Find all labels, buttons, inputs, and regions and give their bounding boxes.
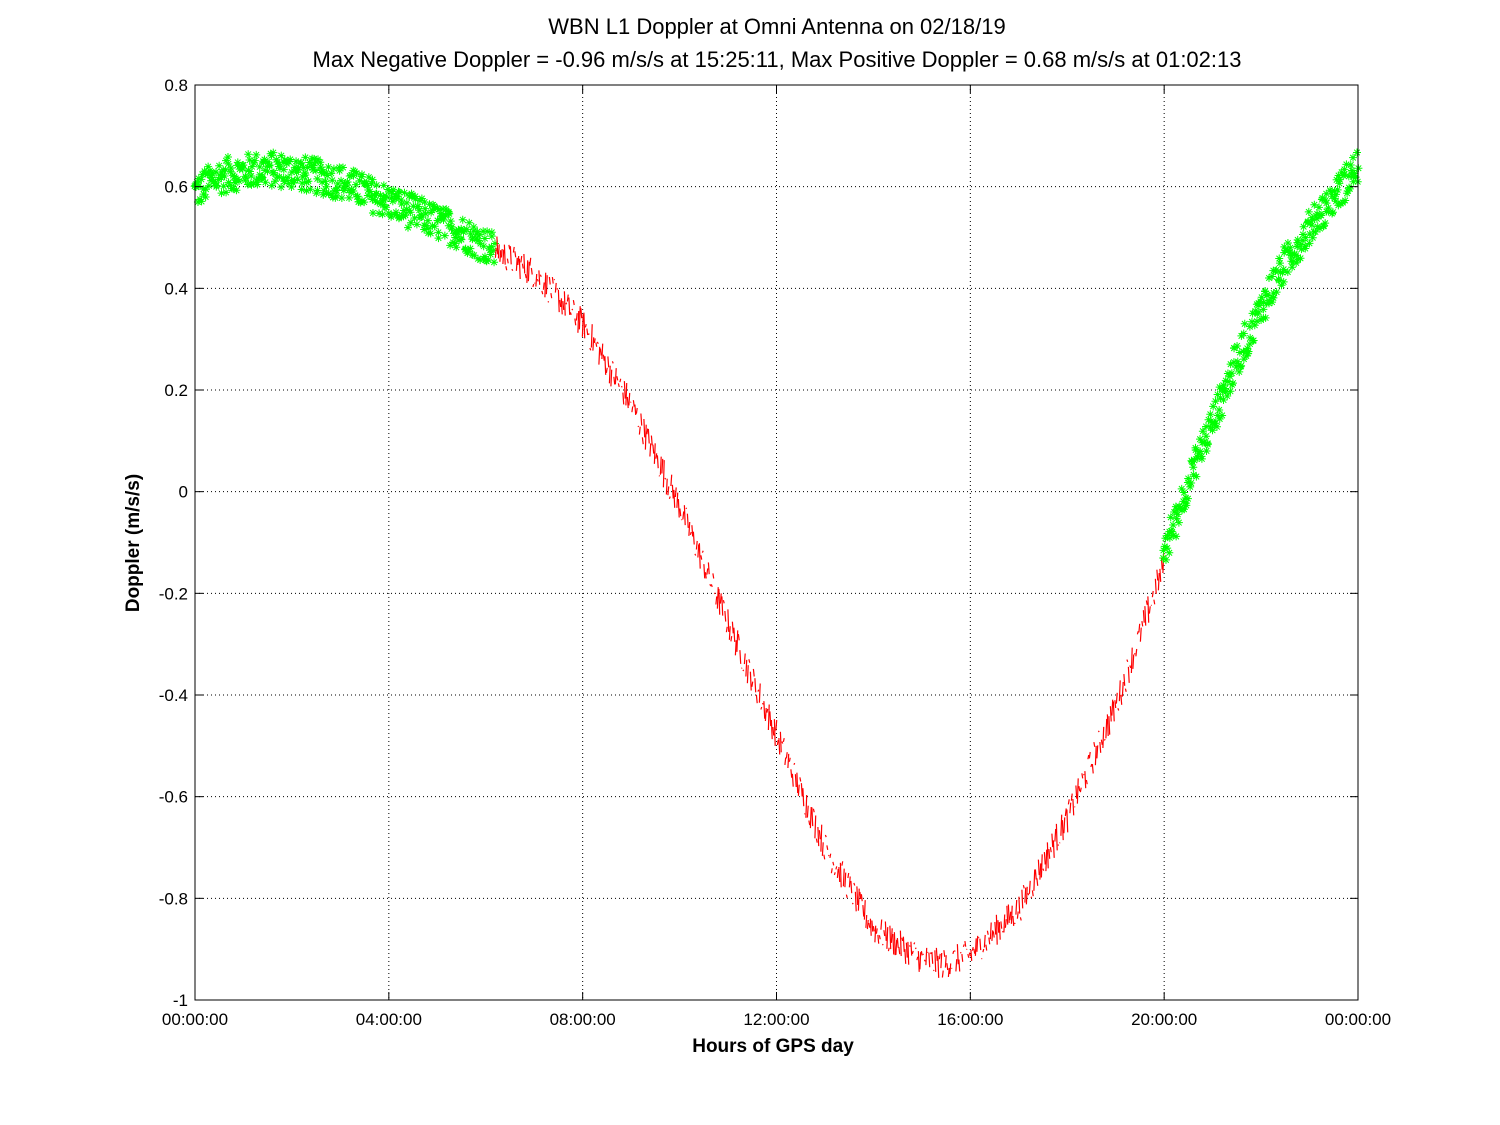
y-tick-label: 0.6 (164, 178, 188, 197)
series-2 (494, 236, 1165, 978)
x-tick-label: 08:00:00 (550, 1010, 616, 1029)
series-band (494, 236, 1165, 978)
y-tick-label: -0.2 (159, 584, 188, 603)
series-1 (190, 148, 499, 267)
y-tick-label: 0 (179, 483, 188, 502)
x-tick-label: 00:00:00 (162, 1010, 228, 1029)
x-tick-label: 04:00:00 (356, 1010, 422, 1029)
plot-frame (194, 84, 1359, 1001)
y-tick-label: -0.8 (159, 889, 188, 908)
y-tick-label: 0.4 (164, 279, 188, 298)
x-tick-label: 12:00:00 (743, 1010, 809, 1029)
chart-title: WBN L1 Doppler at Omni Antenna on 02/18/… (548, 14, 1005, 39)
series-3 (1159, 148, 1363, 564)
data-series (190, 148, 1363, 978)
y-tick-label: -0.6 (159, 788, 188, 807)
y-tick-label: 0.8 (164, 76, 188, 95)
axis-ticks: 00:00:00 04:00:00 08:00:00 12:00:00 16:00:00… (159, 76, 1391, 1029)
series-markers (190, 148, 499, 267)
series-markers (1159, 148, 1363, 564)
x-axis-label: Hours of GPS day (692, 1036, 854, 1057)
x-tick-label: 16:00:00 (937, 1010, 1003, 1029)
grid-lines (195, 85, 1358, 1000)
x-tick-label: 20:00:00 (1131, 1010, 1197, 1029)
x-tick-label: 00:00:00 (1325, 1010, 1391, 1029)
y-tick-label: -0.4 (159, 686, 188, 705)
y-tick-label: -1 (173, 991, 188, 1010)
y-axis-label: Doppler (m/s/s) (123, 474, 144, 612)
y-tick-label: 0.2 (164, 381, 188, 400)
chart-subtitle: Max Negative Doppler = -0.96 m/s/s at 15… (313, 47, 1242, 72)
